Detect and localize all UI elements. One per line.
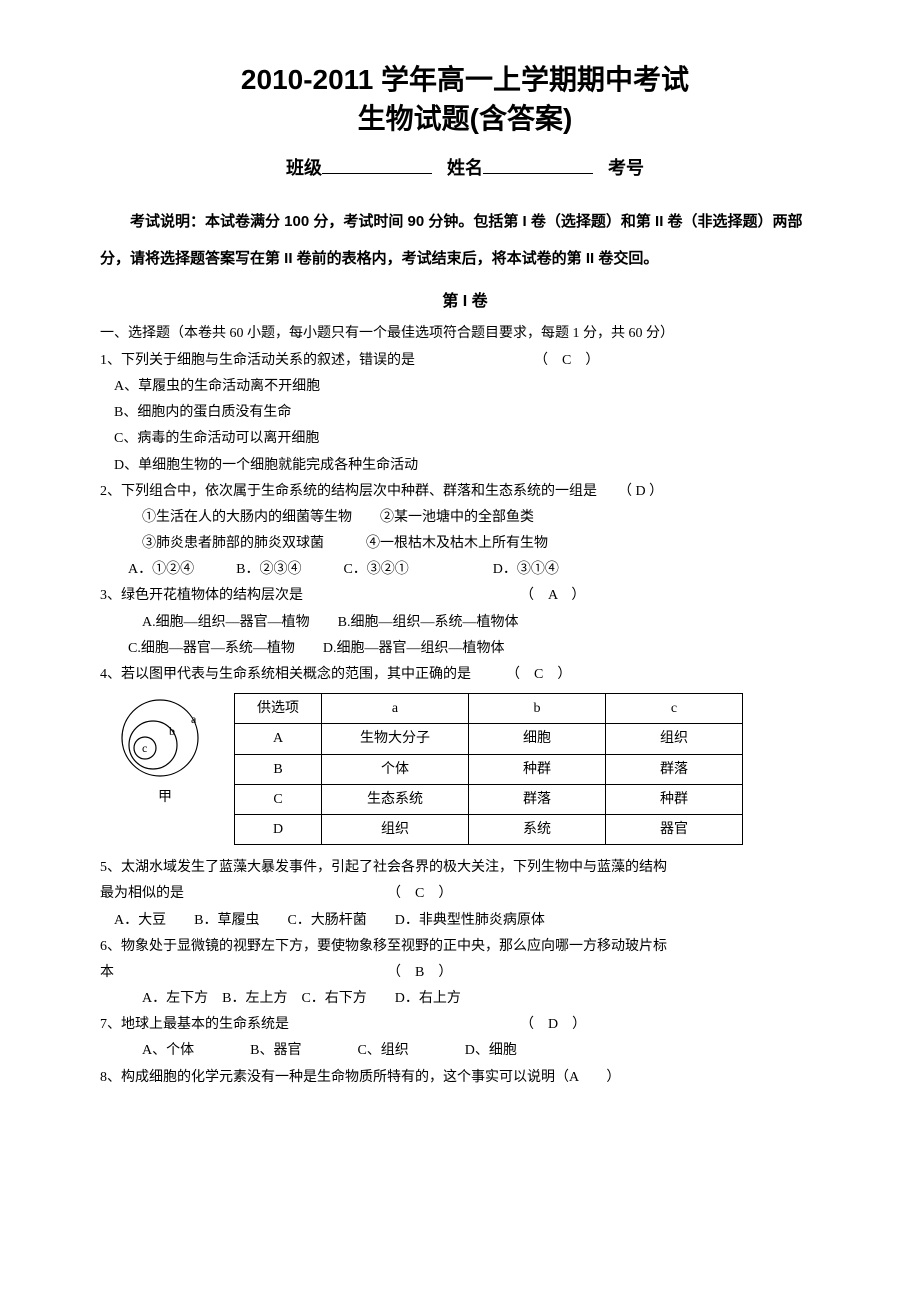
q7-opts: A、个体 B、器官 C、组织 D、细胞 [142, 1038, 830, 1063]
q4-cell: 器官 [606, 814, 743, 844]
q4-cell: A [235, 724, 322, 754]
q3-line2: C.细胞—器官—系统—植物 D.细胞—器官—组织—植物体 [128, 636, 830, 661]
q4-th-1: a [322, 694, 469, 724]
q4-cell: D [235, 814, 322, 844]
q4-th-0: 供选项 [235, 694, 322, 724]
class-blank [322, 155, 432, 174]
table-row: B 个体 种群 群落 [235, 754, 743, 784]
diagram-label-a: a [191, 712, 197, 726]
table-row: D 组织 系统 器官 [235, 814, 743, 844]
diagram-label-b: b [169, 724, 175, 738]
class-label: 班级 [286, 158, 322, 178]
q4-cell: 种群 [469, 754, 606, 784]
q1-opt-d: D、单细胞生物的一个细胞就能完成各种生命活动 [114, 453, 830, 478]
section-1-header: 第 I 卷 [100, 288, 830, 317]
q4-cell: B [235, 754, 322, 784]
q3-line1: A.细胞—组织—器官—植物 B.细胞—组织—系统—植物体 [142, 610, 830, 635]
q2-sub1: ①生活在人的大肠内的细菌等生物 ②某一池塘中的全部鱼类 [142, 505, 830, 530]
q1-opt-b: B、细胞内的蛋白质没有生命 [114, 400, 830, 425]
student-info-line: 班级 姓名 考号 [100, 152, 830, 184]
q4-cell: 种群 [606, 784, 743, 814]
q7-stem: 7、地球上最基本的生命系统是 （ D ） [100, 1012, 830, 1037]
q2-sub2: ③肺炎患者肺部的肺炎双球菌 ④一根枯木及枯木上所有生物 [142, 531, 830, 556]
q4-cell: C [235, 784, 322, 814]
diagram-label-c: c [142, 741, 147, 755]
title-line-1: 2010-2011 学年高一上学期期中考试 [100, 60, 830, 99]
q6-opts: A．左下方 B．左上方 C．右下方 D．右上方 [142, 986, 830, 1011]
q4-figure-row: a b c 甲 供选项 a b c A 生物大分子 细胞 组织 B 个体 种群 … [100, 693, 830, 845]
section-1-intro: 一、选择题（本卷共 60 小题，每小题只有一个最佳选项符合题目要求，每题 1 分… [100, 321, 830, 346]
q6-stem2: 本 （ B ） [100, 960, 830, 985]
exam-instructions: 考试说明：本试卷满分 100 分，考试时间 90 分钟。包括第 I 卷（选择题）… [100, 203, 830, 278]
q4-cell: 组织 [322, 814, 469, 844]
q4-diagram: a b c 甲 [100, 693, 230, 810]
q4-cell: 群落 [606, 754, 743, 784]
q4-th-3: c [606, 694, 743, 724]
q2-stem: 2、下列组合中，依次属于生命系统的结构层次中种群、群落和生态系统的一组是 （ D… [100, 479, 830, 504]
title-line-2: 生物试题(含答案) [100, 99, 830, 138]
q4-cell: 群落 [469, 784, 606, 814]
q5-stem2: 最为相似的是 （ C ） [100, 881, 830, 906]
q1-stem: 1、下列关于细胞与生命活动关系的叙述，错误的是 （ C ） [100, 348, 830, 373]
table-row: A 生物大分子 细胞 组织 [235, 724, 743, 754]
q5-opts: A．大豆 B．草履虫 C．大肠杆菌 D．非典型性肺炎病原体 [114, 908, 830, 933]
q4-th-2: b [469, 694, 606, 724]
q4-cell: 生态系统 [322, 784, 469, 814]
q3-stem: 3、绿色开花植物体的结构层次是 （ A ） [100, 583, 830, 608]
q4-stem: 4、若以图甲代表与生命系统相关概念的范围，其中正确的是 （ C ） [100, 662, 830, 687]
q8-stem: 8、构成细胞的化学元素没有一种是生命物质所特有的，这个事实可以说明（A ） [100, 1065, 830, 1090]
q4-cell: 细胞 [469, 724, 606, 754]
q2-opts: A．①②④ B．②③④ C．③②① D．③①④ [128, 557, 830, 582]
name-blank [483, 155, 593, 174]
examno-label: 考号 [608, 158, 644, 178]
q4-cell: 个体 [322, 754, 469, 784]
q6-stem1: 6、物象处于显微镜的视野左下方，要使物象移至视野的正中央，那么应向哪一方移动玻片… [100, 934, 830, 959]
q4-table: 供选项 a b c A 生物大分子 细胞 组织 B 个体 种群 群落 C 生态系… [234, 693, 743, 845]
q4-cell: 生物大分子 [322, 724, 469, 754]
q1-opt-c: C、病毒的生命活动可以离开细胞 [114, 426, 830, 451]
q4-cell: 组织 [606, 724, 743, 754]
q1-opt-a: A、草履虫的生命活动离不开细胞 [114, 374, 830, 399]
q4-cell: 系统 [469, 814, 606, 844]
table-row: C 生态系统 群落 种群 [235, 784, 743, 814]
q4-diagram-caption: 甲 [100, 785, 230, 810]
name-label: 姓名 [447, 158, 483, 178]
q5-stem1: 5、太湖水域发生了蓝藻大暴发事件，引起了社会各界的极大关注，下列生物中与蓝藻的结… [100, 855, 830, 880]
table-row: 供选项 a b c [235, 694, 743, 724]
